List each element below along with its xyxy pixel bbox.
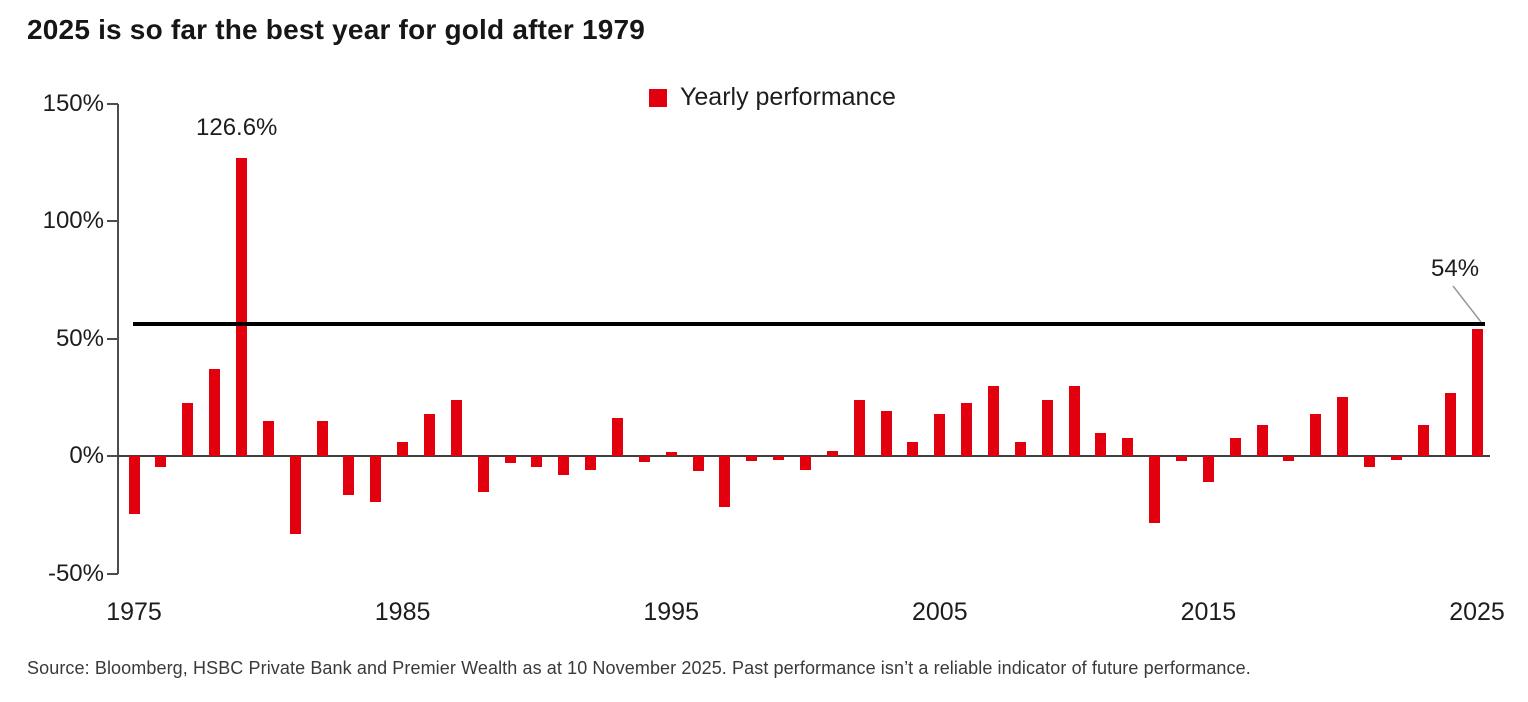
bar-1993	[611, 418, 623, 456]
bar-1984	[370, 456, 382, 502]
bar-2015	[1202, 456, 1214, 482]
bar-1992	[585, 456, 597, 471]
bar-1980	[262, 420, 274, 456]
bar-1999	[773, 456, 785, 460]
bar-2025	[1471, 329, 1483, 456]
bar-2008	[1014, 441, 1026, 456]
x-axis-label: 1975	[106, 598, 162, 626]
bar-1983	[343, 456, 355, 495]
annotation-2025-value: 54%	[1431, 255, 1480, 282]
bar-1988	[477, 456, 489, 493]
bar-2022	[1390, 456, 1402, 460]
bar-2024	[1444, 392, 1456, 456]
bar-2021	[1364, 456, 1376, 467]
y-axis-label: 150%	[42, 89, 104, 117]
bar-1991	[558, 456, 570, 475]
bar-1978	[209, 369, 221, 456]
bar-1989	[504, 456, 516, 464]
x-axis-label: 1995	[643, 598, 699, 626]
bar-2018	[1283, 456, 1295, 461]
bar-1975	[128, 456, 140, 514]
annotation-1979-peak: 126.6%	[196, 114, 278, 141]
bar-1986	[423, 413, 435, 456]
bar-1979	[235, 158, 247, 456]
bar-1977	[182, 403, 194, 456]
bar-2010	[1068, 385, 1080, 456]
y-axis-tick	[107, 337, 118, 340]
bar-2011	[1095, 432, 1107, 456]
bar-2003	[880, 411, 892, 456]
bar-1976	[155, 456, 167, 467]
bar-2023	[1417, 425, 1429, 456]
y-axis-tick	[107, 455, 118, 457]
y-axis-line	[117, 103, 119, 574]
bar-2012	[1122, 438, 1134, 456]
bar-2016	[1229, 438, 1241, 456]
bar-1990	[531, 456, 543, 467]
y-axis-label: 100%	[42, 207, 104, 234]
bar-2006	[961, 403, 973, 456]
chart-title: 2025 is so far the best year for gold af…	[27, 14, 646, 45]
reference-line-2025-level	[133, 322, 1485, 327]
source-note: Source: Bloomberg, HSBC Private Bank and…	[27, 658, 1251, 678]
bar-2014	[1176, 456, 1188, 461]
y-axis-tick	[107, 102, 118, 105]
bar-1996	[692, 456, 704, 472]
bar-2009	[1041, 399, 1053, 456]
bar-2020	[1337, 397, 1349, 456]
y-axis-label: 0%	[69, 442, 104, 469]
bar-2017	[1256, 425, 1268, 456]
y-axis-tick	[107, 220, 118, 222]
bar-2000	[800, 456, 811, 471]
plot-area: 126.6% 54% 150% 100% 50% 0% -50% 1975 1985 1995…	[42, 89, 1505, 626]
legend: Yearly performance	[649, 85, 896, 110]
legend-swatch-icon	[649, 88, 667, 107]
bar-1998	[746, 456, 758, 461]
bar-2005	[934, 413, 946, 456]
x-axis-label: 1985	[374, 598, 431, 626]
bar-1987	[450, 399, 462, 456]
bar-2019	[1310, 413, 1322, 456]
bar-1994	[638, 456, 650, 462]
x-axis-label: 2005	[911, 598, 968, 626]
bar-1985	[397, 441, 409, 456]
bar-2013	[1149, 456, 1161, 523]
y-axis-label: 50%	[55, 324, 104, 352]
annotation-pointer-line	[1452, 285, 1482, 323]
bar-2001	[826, 451, 838, 456]
bar-1981	[289, 456, 301, 534]
x-axis-label: 2015	[1180, 598, 1237, 626]
y-axis-label: -50%	[47, 559, 104, 587]
bar-1995	[665, 452, 677, 456]
legend-label: Yearly performance	[680, 83, 896, 111]
bar-1982	[316, 420, 328, 456]
y-axis-tick	[107, 572, 118, 575]
bar-2002	[853, 399, 865, 456]
x-axis-label: 2025	[1449, 598, 1505, 626]
bar-2004	[907, 441, 919, 456]
bar-2007	[988, 385, 1000, 456]
bar-1997	[719, 456, 731, 507]
